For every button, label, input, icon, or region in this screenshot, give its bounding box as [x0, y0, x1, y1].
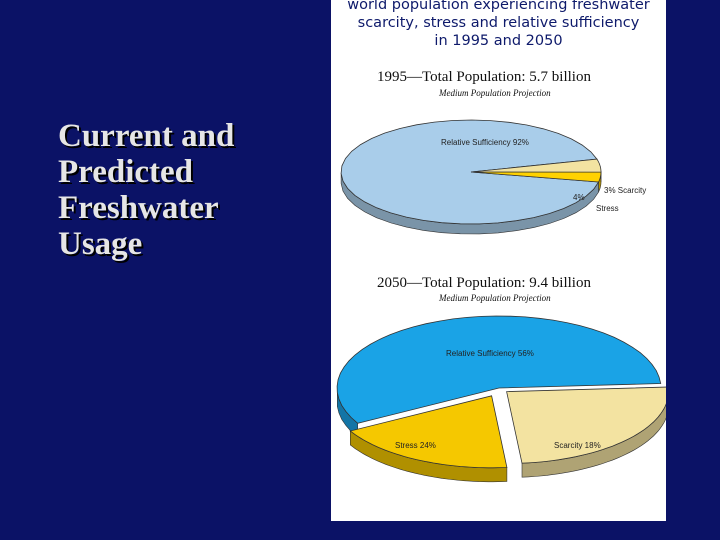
slide-title-line: Freshwater: [58, 190, 219, 226]
pie-slice-label: Relative Sufficiency 56%: [446, 349, 534, 358]
pie-slice: [336, 315, 662, 438]
pie-slice: [506, 386, 666, 478]
pie-slice: [470, 158, 602, 183]
pie-slice-label: 4%: [573, 193, 585, 202]
slide-title-line: Usage: [58, 226, 143, 262]
chart-1995-subtitle: Medium Population Projection: [439, 88, 551, 98]
pie-chart-1: Relative Sufficiency 56% Scarcity 18% Stre…: [336, 315, 666, 483]
pie-slice-label: Relative Sufficiency 92%: [441, 138, 529, 147]
slide-title-line: Current and: [58, 118, 235, 154]
pie-slice-label: Stress 24%: [395, 441, 436, 450]
chart-1995-title: 1995—Total Population: 5.7 billion: [377, 69, 591, 85]
chart-2050-subtitle: Medium Population Projection: [439, 293, 551, 303]
pie-annotation: Stress: [596, 204, 619, 213]
figure-title-line: scarcity, stress and relative sufficienc…: [357, 15, 640, 31]
chart-2050-title: 2050—Total Population: 9.4 billion: [377, 275, 591, 291]
figure-title-line: world population experiencing freshwater: [347, 0, 650, 13]
pie-charts: Relative Sufficiency 92% 3% Scarcity 4% Str…: [336, 119, 666, 483]
figure-title-line: in 1995 and 2050: [434, 33, 563, 49]
figure-panel: world population experiencing freshwater…: [331, 0, 666, 521]
pie-slice-label: Scarcity 18%: [554, 441, 601, 450]
slide-title-line: Predicted: [58, 154, 194, 190]
pie-slice: [349, 395, 508, 483]
pie-slice-label: 3% Scarcity: [604, 186, 646, 195]
slide-title: Current and Predicted Freshwater Usage: [58, 118, 308, 262]
pie-chart-0: Relative Sufficiency 92% 3% Scarcity 4% Str…: [340, 119, 646, 235]
